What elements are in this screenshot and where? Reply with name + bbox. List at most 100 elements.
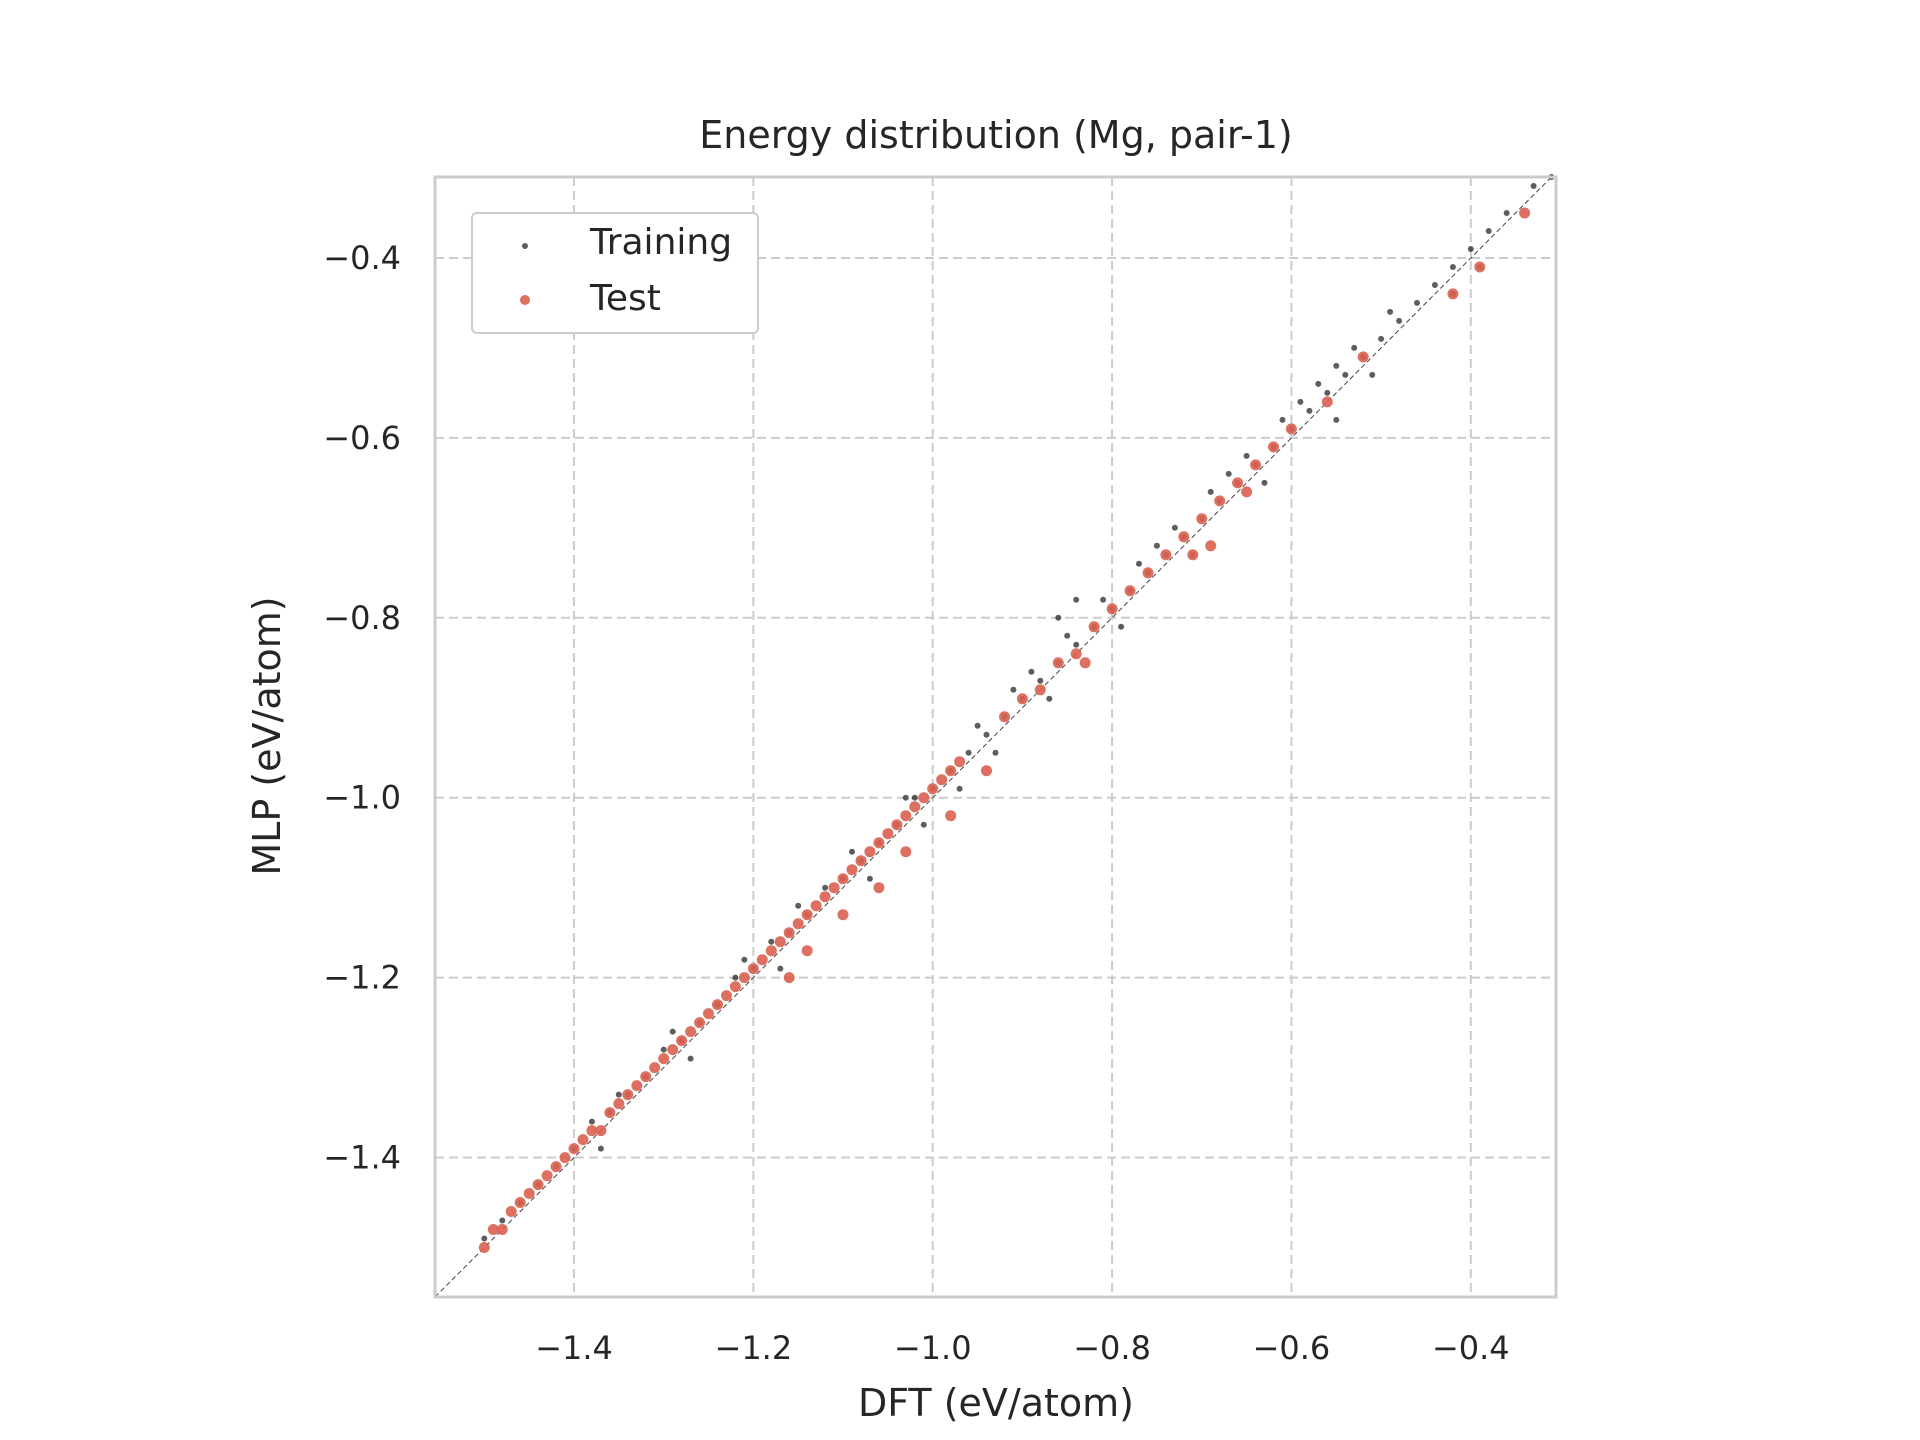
training-point [849, 848, 855, 855]
test-point [676, 1035, 688, 1047]
training-point [1351, 344, 1358, 351]
x-tick-label: −0.6 [1253, 1329, 1331, 1367]
test-point [891, 819, 903, 831]
test-point [478, 1242, 490, 1253]
training-point [1046, 695, 1053, 702]
test-point [514, 1197, 526, 1208]
training-point [1136, 560, 1142, 567]
training-point [1243, 452, 1250, 459]
training-point [992, 749, 999, 756]
training-point [822, 884, 829, 891]
training-point [1073, 641, 1080, 648]
training-point [965, 749, 972, 756]
test-point [1285, 423, 1297, 435]
legend-marker-training [522, 243, 528, 249]
y-tick-label: −1.4 [323, 1139, 401, 1177]
training-point [1279, 416, 1286, 423]
test-point [568, 1143, 580, 1155]
test-point [523, 1188, 535, 1199]
test-point [828, 882, 840, 894]
test-point [927, 783, 939, 795]
test-point [1321, 396, 1333, 408]
test-point [613, 1098, 625, 1110]
training-point [1037, 677, 1044, 684]
x-tick-label: −0.8 [1073, 1329, 1151, 1367]
test-point [1447, 288, 1459, 300]
test-point [559, 1152, 571, 1164]
test-point [1088, 621, 1100, 633]
training-point [1073, 596, 1080, 603]
test-point [774, 936, 786, 948]
test-point [586, 1125, 598, 1137]
test-point [1178, 531, 1190, 543]
training-point [1207, 488, 1214, 495]
test-point [658, 1053, 670, 1065]
training-point [615, 1091, 622, 1098]
test-point [604, 1107, 616, 1119]
training-point [866, 875, 873, 882]
test-point [1070, 648, 1082, 660]
training-point [1333, 362, 1340, 369]
x-tick-labels: −1.4 −1.2 −1.0 −0.8 −0.6 −0.4 [535, 1329, 1510, 1367]
y-tick-label: −0.8 [323, 599, 401, 637]
training-point [1449, 264, 1456, 270]
training-point [732, 974, 739, 981]
plot-frame [433, 175, 1558, 1299]
legend: Training Test [471, 212, 759, 334]
training-point [1297, 398, 1304, 405]
training-point [1306, 407, 1313, 414]
test-point [729, 981, 741, 993]
training-point [1387, 308, 1394, 315]
test-point [532, 1179, 544, 1191]
test-point [873, 882, 885, 894]
training-point [1261, 479, 1268, 486]
training-point [911, 794, 918, 801]
test-point [1519, 207, 1531, 219]
training-point [669, 1028, 676, 1035]
test-point [900, 810, 912, 822]
test-point [577, 1134, 589, 1146]
test-point [1357, 351, 1369, 363]
test-point [712, 999, 723, 1011]
test-point [783, 972, 795, 984]
training-point [481, 1235, 488, 1242]
test-point [694, 1017, 706, 1029]
test-point [631, 1080, 643, 1092]
test-point [550, 1161, 562, 1173]
test-point [640, 1071, 652, 1083]
test-point [846, 864, 858, 876]
training-point [1378, 335, 1385, 342]
test-point [765, 945, 777, 957]
training-point [687, 1055, 694, 1062]
data-points [478, 174, 1555, 1253]
training-point [768, 938, 775, 945]
training-point [588, 1118, 595, 1125]
legend-label-training: Training [589, 222, 732, 263]
training-point [1055, 614, 1062, 621]
test-point [945, 810, 957, 822]
test-point [505, 1206, 517, 1217]
test-point [541, 1170, 553, 1182]
test-point [981, 765, 992, 777]
test-point [1142, 567, 1154, 579]
training-point [1153, 542, 1160, 549]
test-point [999, 711, 1010, 723]
test-point [1016, 693, 1028, 705]
test-point [1232, 477, 1244, 489]
test-point [819, 891, 831, 903]
x-tick-label: −0.4 [1432, 1329, 1510, 1367]
test-point [1205, 540, 1217, 552]
training-point [1010, 686, 1017, 693]
y-tick-label: −0.4 [323, 239, 401, 277]
test-point [1250, 459, 1262, 471]
training-point [956, 785, 963, 792]
test-point [1160, 549, 1172, 561]
y-axis-label: MLP (eV/atom) [245, 596, 289, 875]
test-point [1124, 585, 1136, 597]
training-point [1503, 210, 1510, 216]
test-point [1241, 486, 1253, 498]
test-point [1474, 261, 1486, 273]
training-point [1333, 416, 1340, 423]
training-point [1100, 596, 1107, 603]
